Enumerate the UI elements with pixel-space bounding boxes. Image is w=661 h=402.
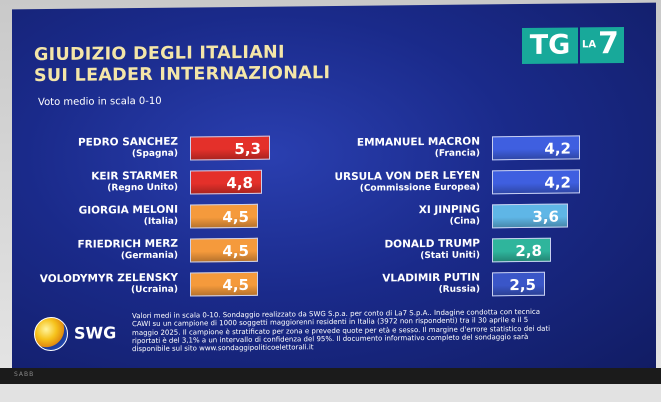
leader-country: (Stati Uniti) xyxy=(420,250,480,262)
swg-label: SWG xyxy=(74,323,117,343)
leader-name: VOLODYMYR ZELENSKY xyxy=(39,271,178,286)
logo-la7: LA 7 xyxy=(580,26,624,64)
leader-country: (Germania) xyxy=(120,250,178,262)
tv-bezel xyxy=(0,368,661,384)
bar-value-label: 4,2 xyxy=(544,139,571,158)
chart-title-line2: SUI LEADER INTERNAZIONALI xyxy=(34,63,331,87)
bar-keir-starmer: 4,8 xyxy=(190,169,262,195)
leader-name: GIORGIA MELONI xyxy=(78,203,178,217)
tg-la7-logo: TG LA 7 xyxy=(522,26,624,65)
bar-value-label: 4,2 xyxy=(544,173,571,192)
bar-value-label: 2,5 xyxy=(509,275,536,295)
bar-value-label: 2,8 xyxy=(515,241,542,261)
bar-value-label: 3,6 xyxy=(532,207,559,226)
bar-giorgia-meloni: 4,5 xyxy=(190,203,258,229)
leader-country: (Cina) xyxy=(449,216,480,227)
bar-xi-jinping: 3,6 xyxy=(492,203,568,229)
bar-vladimir-putin: 2,5 xyxy=(492,271,545,297)
bar-pedro-sanchez: 5,3 xyxy=(190,135,270,161)
bar-value-label: 4,5 xyxy=(222,241,249,261)
chart-title: GIUDIZIO DEGLI ITALIANI SUI LEADER INTER… xyxy=(34,42,330,87)
logo-la: LA xyxy=(582,39,597,51)
tv-screen: GIUDIZIO DEGLI ITALIANI SUI LEADER INTER… xyxy=(12,2,656,380)
leader-name: XI JINPING xyxy=(418,203,480,217)
globe-icon xyxy=(34,316,68,352)
leader-country: (Ucraina) xyxy=(131,284,178,296)
leader-name: VLADIMIR PUTIN xyxy=(382,271,480,285)
leader-name: PEDRO SANCHEZ xyxy=(77,135,178,149)
bar-friedrich-merz: 4,5 xyxy=(190,237,258,263)
bar-donald-trump: 2,8 xyxy=(492,237,551,263)
footnote: Valori medi in scala 0-10. Sondaggio rea… xyxy=(132,307,602,353)
leader-country: (Spagna) xyxy=(131,148,178,160)
leader-country: (Regno Unito) xyxy=(107,182,178,194)
chart-subtitle: Voto medio in scala 0-10 xyxy=(38,95,162,109)
leader-country: (Italia) xyxy=(143,216,178,227)
leader-country: (Commissione Europea) xyxy=(359,182,480,194)
logo-tg: TG xyxy=(522,27,578,65)
leader-name: URSULA VON DER LEYEN xyxy=(334,169,480,183)
bar-value-label: 4,8 xyxy=(226,173,253,193)
leader-country: (Russia) xyxy=(438,284,480,295)
tv-brand: SABB xyxy=(14,371,35,378)
leader-name: FRIEDRICH MERZ xyxy=(77,237,178,251)
bar-volodymyr-zelensky: 4,5 xyxy=(190,271,258,297)
bar-ursula-von-der-leyen: 4,2 xyxy=(492,169,580,195)
leader-name: DONALD TRUMP xyxy=(384,237,480,251)
tv-base xyxy=(0,384,661,402)
bar-value-label: 4,5 xyxy=(222,275,249,295)
swg-logo: SWG xyxy=(34,316,124,353)
leader-name: KEIR STARMER xyxy=(91,169,178,183)
bar-value-label: 5,3 xyxy=(234,139,261,159)
leader-name: EMMANUEL MACRON xyxy=(356,135,480,149)
bar-value-label: 4,5 xyxy=(222,207,249,227)
logo-seven: 7 xyxy=(598,26,619,62)
leader-country: (Francia) xyxy=(434,148,480,159)
bar-emmanuel-macron: 4,2 xyxy=(492,135,580,161)
